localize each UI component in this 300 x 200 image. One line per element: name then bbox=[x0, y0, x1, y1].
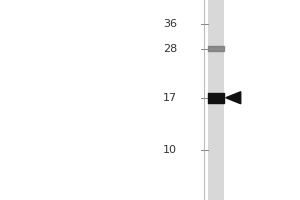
Bar bbox=[208, 0, 224, 200]
Text: 10: 10 bbox=[163, 145, 177, 155]
Polygon shape bbox=[226, 92, 241, 104]
Text: 17: 17 bbox=[163, 93, 177, 103]
Text: 36: 36 bbox=[163, 19, 177, 29]
Text: 28: 28 bbox=[163, 44, 177, 54]
